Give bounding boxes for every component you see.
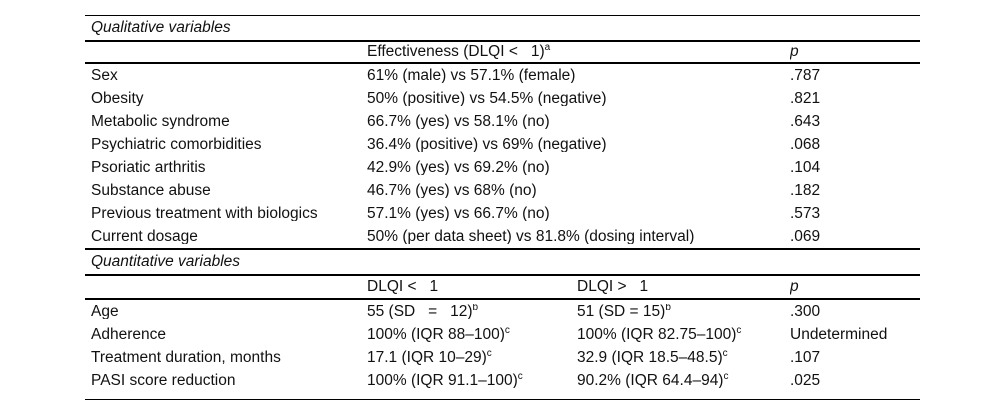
section-title-qualitative: Qualitative variables [91,19,231,36]
row-label: PASI score reduction [91,372,236,389]
row-p-value: .104 [790,159,821,176]
row-value: 42.9% (yes) vs 69.2% (no) [367,159,550,176]
row-value: 50% (per data sheet) vs 81.8% (dosing in… [367,228,695,245]
table-row-current-dosage: Current dosage 50% (per data sheet) vs 8… [85,225,920,248]
table-row-adherence: Adherence 100% (IQR 88–100)c 100% (IQR 8… [85,323,920,346]
row-label: Age [91,303,119,320]
footnote-marker-b: b [665,303,671,313]
row-label: Previous treatment with biologics [91,205,318,222]
value-text: 100% (IQR 88–100) [367,326,505,343]
row-value-dlqi-lt: 100% (IQR 88–100)c [367,327,577,343]
table-row-psoriatic-arthritis: Psoriatic arthritis 42.9% (yes) vs 69.2%… [85,156,920,179]
row-p-value: .821 [790,90,821,107]
row-p-value: Undetermined [790,326,888,343]
row-value-dlqi-lt: 100% (IQR 91.1–100)c [367,373,577,389]
row-p-value: .182 [790,182,821,199]
header-p: p [790,44,799,60]
row-p-value: .300 [790,303,821,320]
value-text: 55 (SD = 12) [367,303,473,320]
row-value: 61% (male) vs 57.1% (female) [367,67,576,84]
value-text: 100% (IQR 82.75–100) [577,326,737,343]
table-top-rule [85,15,920,16]
header-effectiveness-label: Effectiveness (DLQI < 1) [367,44,545,60]
row-value: 50% (positive) vs 54.5% (negative) [367,90,607,107]
section-divider-rule [85,248,920,250]
row-value: 66.7% (yes) vs 58.1% (no) [367,113,550,130]
row-p-value: .068 [790,136,821,153]
footnote-marker-c: c [486,349,492,359]
value-text: 90.2% (IQR 64.4–94) [577,372,724,389]
header-effectiveness: Effectiveness (DLQI < 1)a [367,44,790,60]
table-row-psychiatric-comorbidities: Psychiatric comorbidities 36.4% (positiv… [85,133,920,156]
quantitative-header-row: DLQI < 1 DLQI > 1 p [85,276,920,298]
value-text: 17.1 (IQR 10–29) [367,349,487,366]
header-p: p [790,279,799,295]
row-p-value: .787 [790,67,821,84]
row-value-dlqi-gt: 51 (SD = 15)b [577,304,790,320]
footnote-marker-c: c [517,372,523,382]
footnote-marker-c: c [736,326,742,336]
qualitative-header-row: Effectiveness (DLQI < 1)a p [85,42,920,62]
row-label: Metabolic syndrome [91,113,230,130]
section-title-quantitative: Quantitative variables [91,253,241,270]
row-value-dlqi-lt: 55 (SD = 12)b [367,304,577,320]
footnote-marker-c: c [723,372,729,382]
row-value: 36.4% (positive) vs 69% (negative) [367,136,607,153]
rule [85,298,920,300]
footnote-marker-c: c [504,326,510,336]
table-row-previous-treatment: Previous treatment with biologics 57.1% … [85,202,920,225]
header-dlqi-gt: DLQI > 1 [577,279,649,295]
row-label: Psychiatric comorbidities [91,136,262,153]
row-value-dlqi-gt: 32.9 (IQR 18.5–48.5)c [577,350,790,366]
row-p-value: .573 [790,205,821,222]
rule [85,274,920,276]
row-value: 46.7% (yes) vs 68% (no) [367,182,537,199]
footnote-marker-a: a [544,44,551,54]
value-text: 100% (IQR 91.1–100) [367,372,518,389]
value-text: 51 (SD = 15) [577,303,666,320]
row-label: Psoriatic arthritis [91,159,206,176]
row-value-dlqi-gt: 90.2% (IQR 64.4–94)c [577,373,790,389]
value-text: 32.9 (IQR 18.5–48.5) [577,349,723,366]
row-value: 57.1% (yes) vs 66.7% (no) [367,205,550,222]
footnote-marker-b: b [472,303,479,313]
row-value-dlqi-gt: 100% (IQR 82.75–100)c [577,327,790,343]
footnote-marker-c: c [722,349,728,359]
table-row-pasi-score-reduction: PASI score reduction 100% (IQR 91.1–100)… [85,369,920,392]
table-row-metabolic-syndrome: Metabolic syndrome 66.7% (yes) vs 58.1% … [85,110,920,133]
row-label: Substance abuse [91,182,211,199]
row-p-value: .025 [790,372,821,389]
table-bottom-rule [85,399,920,400]
row-label: Adherence [91,326,166,343]
comparison-table: Qualitative variables Effectiveness (DLQ… [85,15,920,400]
table-row-obesity: Obesity 50% (positive) vs 54.5% (negativ… [85,87,920,110]
row-p-value: .069 [790,228,821,245]
row-label: Obesity [91,90,144,107]
table-row-sex: Sex 61% (male) vs 57.1% (female) .787 [85,64,920,87]
row-p-value: .643 [790,113,821,130]
rule [85,62,920,64]
row-label: Treatment duration, months [91,349,281,366]
row-value-dlqi-lt: 17.1 (IQR 10–29)c [367,350,577,366]
header-dlqi-lt: DLQI < 1 [367,279,439,295]
row-p-value: .107 [790,349,821,366]
rule [85,40,920,42]
bottom-spacer [85,392,920,399]
table-row-treatment-duration: Treatment duration, months 17.1 (IQR 10–… [85,346,920,369]
row-label: Sex [91,67,118,84]
table-row-substance-abuse: Substance abuse 46.7% (yes) vs 68% (no) … [85,179,920,202]
row-label: Current dosage [91,228,198,245]
table-row-age: Age 55 (SD = 12)b 51 (SD = 15)b .300 [85,300,920,323]
